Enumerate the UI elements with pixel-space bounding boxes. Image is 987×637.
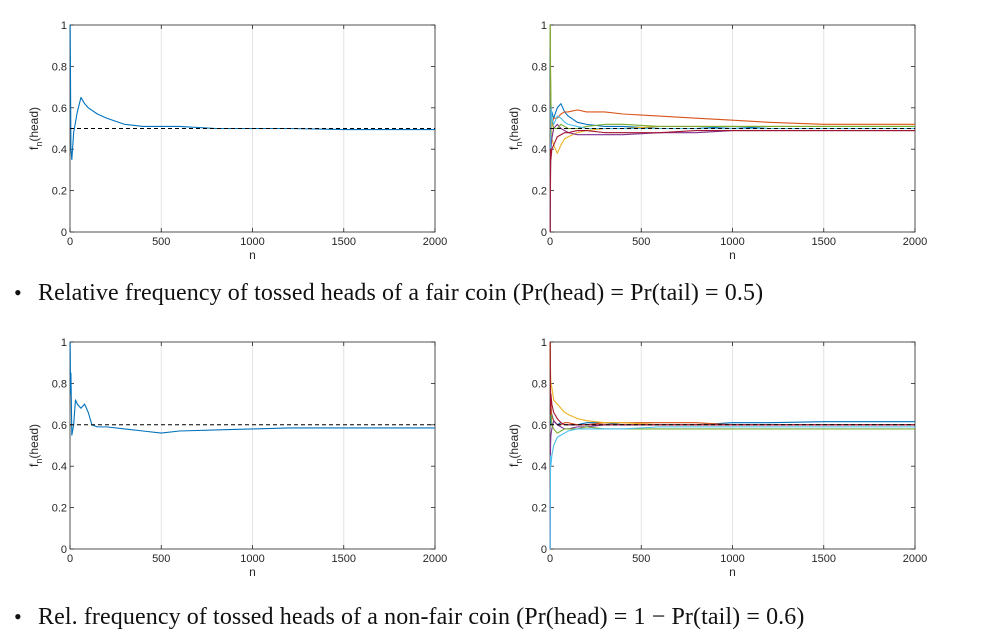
- y-tick-label: 1: [541, 337, 547, 349]
- x-tick-label: 0: [67, 236, 73, 248]
- y-tick-label: 1: [61, 337, 67, 349]
- x-axis-label: n: [249, 248, 256, 262]
- x-axis-label: n: [729, 248, 736, 262]
- x-tick-label: 500: [632, 553, 650, 565]
- chart-fair-multi: 0 500 1000 1500 2000 0 0.2 0.4 0.6 0.8 1 n fn(head): [507, 20, 927, 262]
- y-tick-label: 1: [541, 20, 547, 32]
- y-tick-label: 0.4: [52, 461, 67, 473]
- y-tick-label: 0.6: [52, 103, 67, 115]
- y-tick-label: 0.6: [532, 420, 547, 432]
- y-tick-label: 0.2: [52, 503, 67, 515]
- y-axis-label: fn(head): [507, 107, 524, 150]
- x-tick-label: 0: [67, 553, 73, 565]
- y-axis-label: fn(head): [507, 424, 524, 467]
- y-tick-label: 0: [541, 227, 547, 239]
- series-line-7: [549, 130, 915, 233]
- series-line-6: [549, 426, 915, 550]
- x-tick-label: 2000: [423, 236, 447, 248]
- y-tick-label: 0.2: [532, 503, 547, 515]
- chart-fair-single: 0 500 1000 1500 2000 0 0.2 0.4 0.6 0.8 1 n fn(head): [27, 20, 447, 262]
- x-tick-label: 1000: [240, 553, 264, 565]
- y-tick-label: 0: [541, 544, 547, 556]
- y-tick-label: 0.6: [52, 420, 67, 432]
- x-tick-label: 500: [152, 236, 170, 248]
- y-tick-label: 0.4: [532, 461, 547, 473]
- y-tick-label: 0.2: [52, 186, 67, 198]
- y-tick-label: 0.8: [52, 61, 67, 73]
- y-tick-label: 0.8: [532, 61, 547, 73]
- caption-fair: • Relative frequency of tossed heads of a…: [14, 280, 763, 307]
- x-tick-label: 2000: [423, 553, 447, 565]
- x-axis-label: n: [729, 565, 736, 579]
- y-tick-label: 0.4: [532, 144, 547, 156]
- caption-fair-text: Relative frequency of tossed heads of a …: [38, 280, 764, 306]
- y-tick-label: 1: [61, 20, 67, 32]
- x-tick-label: 0: [547, 236, 553, 248]
- y-tick-label: 0: [61, 544, 67, 556]
- y-axis-label: fn(head): [27, 424, 44, 467]
- x-tick-label: 2000: [903, 553, 927, 565]
- chart-nonfair-single: 0 500 1000 1500 2000 0 0.2 0.4 0.6 0.8 1 n fn(head): [27, 337, 447, 579]
- caption-bullet: •: [14, 280, 22, 305]
- x-tick-label: 1000: [240, 236, 264, 248]
- y-tick-label: 0.2: [532, 186, 547, 198]
- caption-nonfair: • Rel. frequency of tossed heads of a non…: [14, 604, 804, 631]
- x-tick-label: 1500: [332, 236, 356, 248]
- x-tick-label: 500: [152, 553, 170, 565]
- y-tick-label: 0.8: [52, 378, 67, 390]
- y-tick-label: 0.8: [532, 378, 547, 390]
- x-tick-label: 1500: [332, 553, 356, 565]
- y-tick-label: 0: [61, 227, 67, 239]
- x-tick-label: 1500: [812, 236, 836, 248]
- x-tick-label: 0: [547, 553, 553, 565]
- y-tick-label: 0.4: [52, 144, 67, 156]
- x-tick-label: 1000: [720, 553, 744, 565]
- y-tick-label: 0.6: [532, 103, 547, 115]
- x-tick-label: 500: [632, 236, 650, 248]
- x-tick-label: 2000: [903, 236, 927, 248]
- x-tick-label: 1500: [812, 553, 836, 565]
- y-axis-label: fn(head): [27, 107, 44, 150]
- chart-nonfair-multi: 0 500 1000 1500 2000 0 0.2 0.4 0.6 0.8 1 n fn(head): [507, 337, 927, 579]
- x-axis-label: n: [249, 565, 256, 579]
- x-tick-label: 1000: [720, 236, 744, 248]
- series-line-1: [69, 341, 435, 436]
- caption-nonfair-text: Rel. frequency of tossed heads of a non-…: [38, 604, 805, 630]
- caption-bullet: •: [14, 604, 22, 629]
